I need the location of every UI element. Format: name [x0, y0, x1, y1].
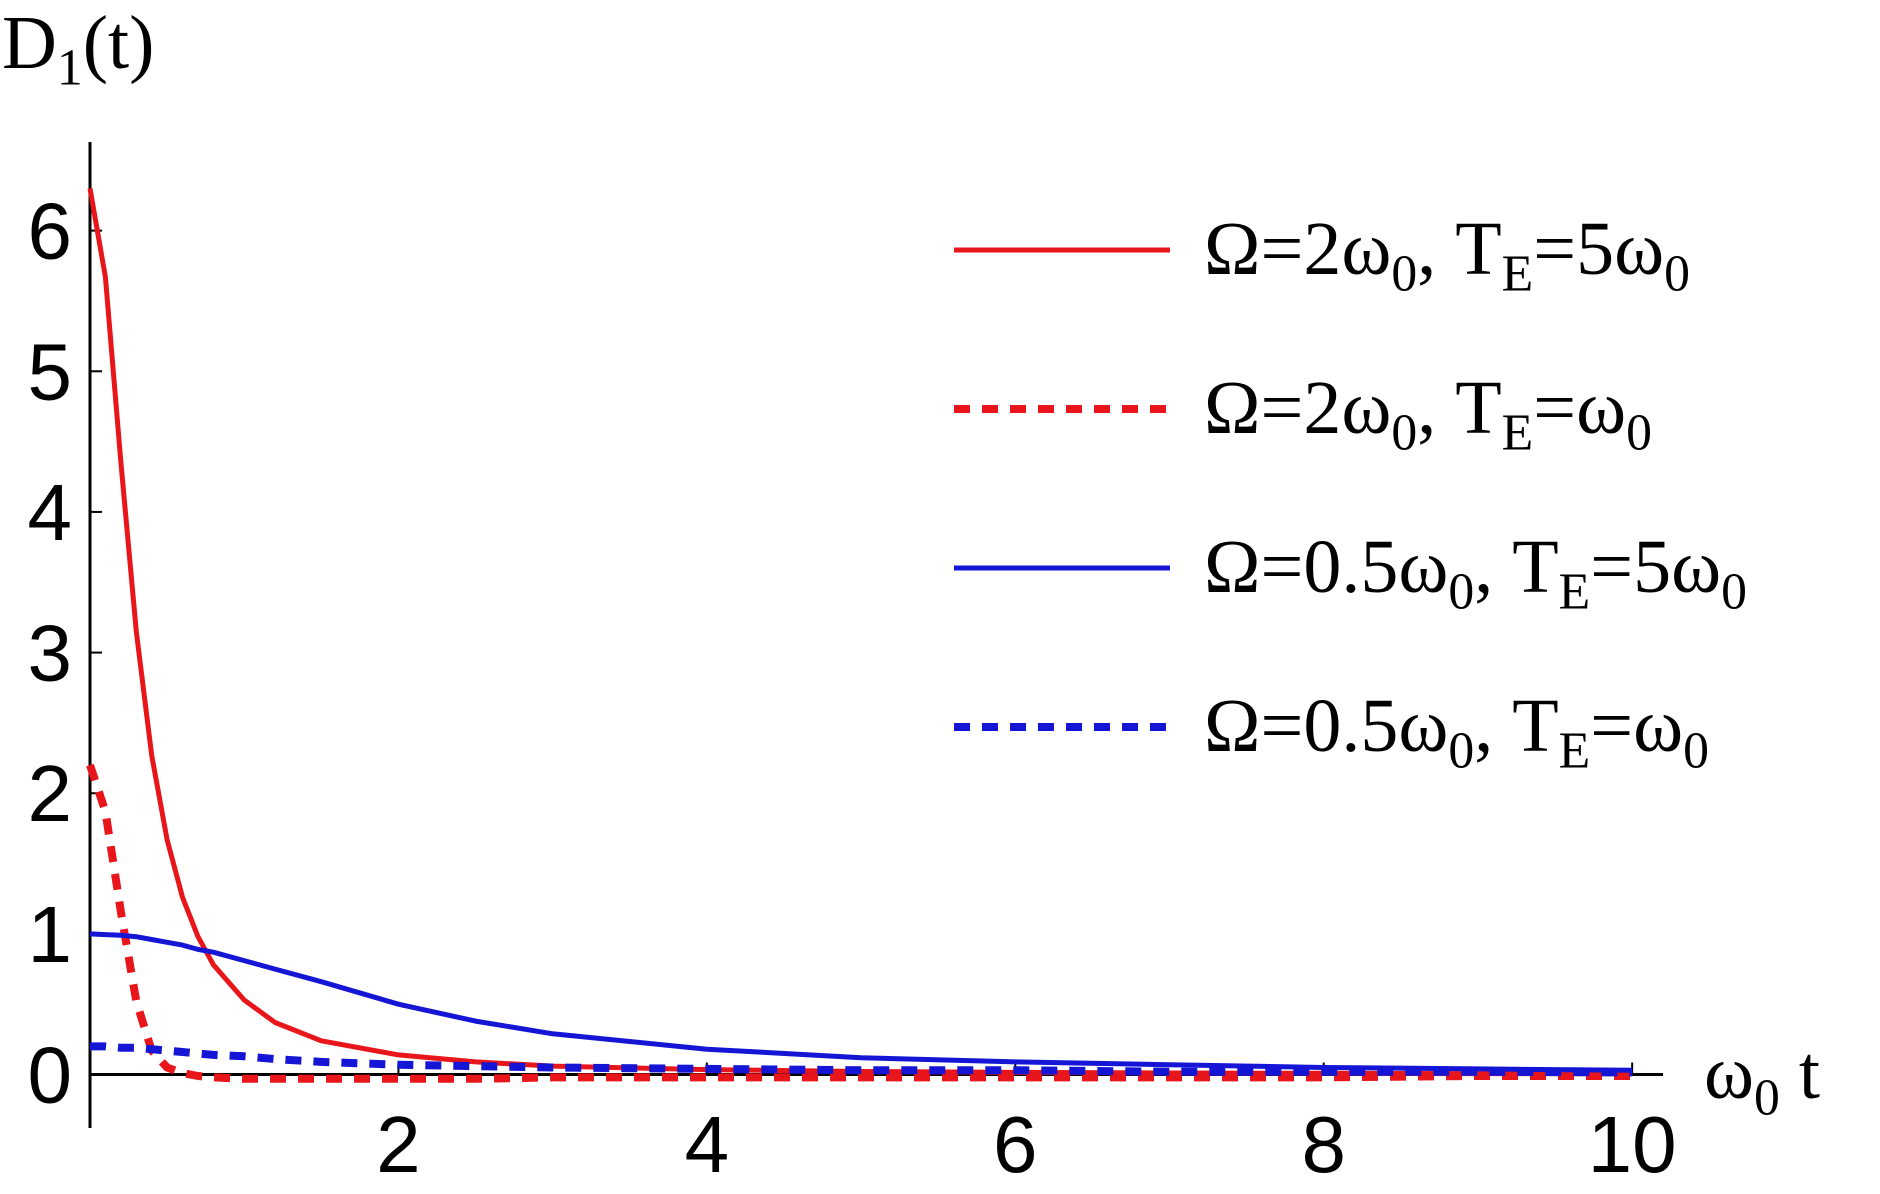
legend-label: Ω=0.5ω0, TE=5ω0 [1204, 525, 1747, 621]
x-tick-label: 10 [1588, 1100, 1677, 1189]
x-tick-label: 4 [685, 1100, 730, 1189]
legend-label: Ω=0.5ω0, TE=ω0 [1204, 684, 1709, 780]
series-line [90, 1042, 1633, 1077]
x-tick-label: 2 [376, 1100, 421, 1189]
y-tick-label: 1 [28, 890, 73, 979]
x-tick-label: 8 [1301, 1100, 1346, 1189]
chart-title: D1(t) [2, 1, 154, 97]
x-tick-label: 6 [993, 1100, 1038, 1189]
y-tick-label: 4 [28, 468, 73, 557]
series-line [86, 763, 1633, 1083]
y-tick-label: 5 [28, 327, 73, 416]
y-tick-label: 2 [28, 749, 73, 838]
y-tick-label: 6 [28, 187, 73, 276]
series-line [89, 931, 1633, 1073]
y-tick-label: 0 [28, 1031, 73, 1120]
x-axis-label: ω0 t [1704, 1031, 1820, 1127]
series-line [87, 187, 1633, 1077]
y-tick-label: 3 [28, 609, 73, 698]
legend-label: Ω=2ω0, TE=5ω0 [1204, 207, 1690, 303]
legend-label: Ω=2ω0, TE=ω0 [1204, 366, 1652, 462]
